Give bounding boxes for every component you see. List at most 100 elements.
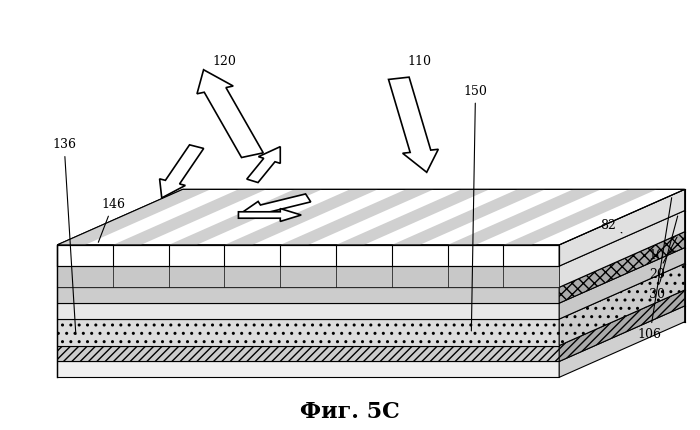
Ellipse shape	[260, 267, 283, 274]
Text: 136: 136	[52, 138, 76, 335]
Polygon shape	[559, 306, 685, 378]
Ellipse shape	[334, 308, 356, 316]
Polygon shape	[57, 362, 559, 378]
Polygon shape	[392, 266, 447, 287]
Polygon shape	[57, 290, 685, 346]
Ellipse shape	[354, 280, 377, 288]
Ellipse shape	[532, 295, 554, 302]
Text: Фиг. 5C: Фиг. 5C	[300, 400, 400, 423]
Ellipse shape	[542, 308, 565, 316]
FancyArrow shape	[160, 145, 204, 198]
Polygon shape	[169, 266, 225, 287]
Text: 30: 30	[649, 216, 678, 301]
Polygon shape	[559, 232, 685, 303]
Ellipse shape	[250, 308, 272, 316]
Polygon shape	[447, 189, 601, 245]
Polygon shape	[503, 189, 657, 245]
Polygon shape	[280, 189, 434, 245]
Text: 10: 10	[649, 249, 675, 262]
FancyArrow shape	[389, 77, 438, 172]
Polygon shape	[447, 266, 503, 287]
Ellipse shape	[606, 280, 628, 288]
Ellipse shape	[564, 280, 586, 288]
Text: 106: 106	[638, 198, 672, 341]
Polygon shape	[57, 189, 211, 245]
Ellipse shape	[396, 280, 419, 288]
Ellipse shape	[438, 280, 461, 288]
Polygon shape	[559, 211, 685, 287]
Polygon shape	[225, 189, 378, 245]
Polygon shape	[57, 306, 685, 362]
Text: 120: 120	[213, 55, 237, 68]
Text: 20: 20	[649, 237, 677, 281]
Ellipse shape	[292, 308, 314, 316]
Ellipse shape	[323, 295, 346, 302]
Polygon shape	[280, 266, 336, 287]
FancyArrow shape	[197, 70, 263, 157]
Ellipse shape	[208, 308, 230, 316]
Ellipse shape	[114, 295, 136, 302]
Polygon shape	[57, 266, 113, 287]
Polygon shape	[559, 248, 685, 319]
Polygon shape	[336, 189, 489, 245]
Polygon shape	[113, 189, 266, 245]
Polygon shape	[503, 266, 559, 287]
Ellipse shape	[501, 308, 524, 316]
Polygon shape	[559, 264, 685, 346]
Polygon shape	[57, 264, 685, 319]
Polygon shape	[57, 287, 559, 303]
Ellipse shape	[281, 295, 304, 302]
Ellipse shape	[83, 308, 105, 316]
Ellipse shape	[595, 267, 617, 274]
Ellipse shape	[197, 295, 220, 302]
Polygon shape	[57, 303, 559, 319]
FancyArrow shape	[239, 209, 301, 221]
Ellipse shape	[407, 295, 429, 302]
Polygon shape	[169, 189, 322, 245]
Polygon shape	[113, 266, 169, 287]
Polygon shape	[57, 248, 685, 303]
Ellipse shape	[386, 267, 408, 274]
Ellipse shape	[574, 295, 596, 302]
Ellipse shape	[176, 267, 199, 274]
Ellipse shape	[365, 295, 387, 302]
Ellipse shape	[229, 280, 251, 288]
Polygon shape	[57, 266, 559, 287]
Ellipse shape	[218, 267, 241, 274]
Ellipse shape	[156, 295, 178, 302]
Polygon shape	[225, 266, 280, 287]
Ellipse shape	[302, 267, 325, 274]
Ellipse shape	[344, 267, 366, 274]
Ellipse shape	[428, 267, 450, 274]
Ellipse shape	[480, 280, 503, 288]
Ellipse shape	[459, 308, 482, 316]
Polygon shape	[392, 189, 545, 245]
Ellipse shape	[522, 280, 544, 288]
Ellipse shape	[417, 308, 440, 316]
Ellipse shape	[375, 308, 398, 316]
Ellipse shape	[313, 280, 335, 288]
Ellipse shape	[187, 280, 209, 288]
Ellipse shape	[553, 267, 575, 274]
Ellipse shape	[637, 267, 659, 274]
Polygon shape	[559, 290, 685, 362]
Ellipse shape	[449, 295, 471, 302]
Text: 82: 82	[600, 219, 622, 233]
Ellipse shape	[146, 280, 168, 288]
Polygon shape	[559, 189, 685, 266]
Text: 110: 110	[407, 55, 432, 68]
FancyArrow shape	[247, 147, 280, 183]
Polygon shape	[336, 266, 392, 287]
Ellipse shape	[167, 308, 188, 316]
Ellipse shape	[491, 295, 513, 302]
Ellipse shape	[239, 295, 262, 302]
Polygon shape	[57, 346, 559, 362]
Polygon shape	[57, 211, 685, 266]
FancyArrow shape	[239, 194, 311, 217]
Polygon shape	[57, 245, 559, 266]
Polygon shape	[57, 319, 559, 346]
Ellipse shape	[470, 267, 492, 274]
Text: 146: 146	[98, 198, 125, 243]
Ellipse shape	[271, 280, 293, 288]
Ellipse shape	[512, 267, 533, 274]
